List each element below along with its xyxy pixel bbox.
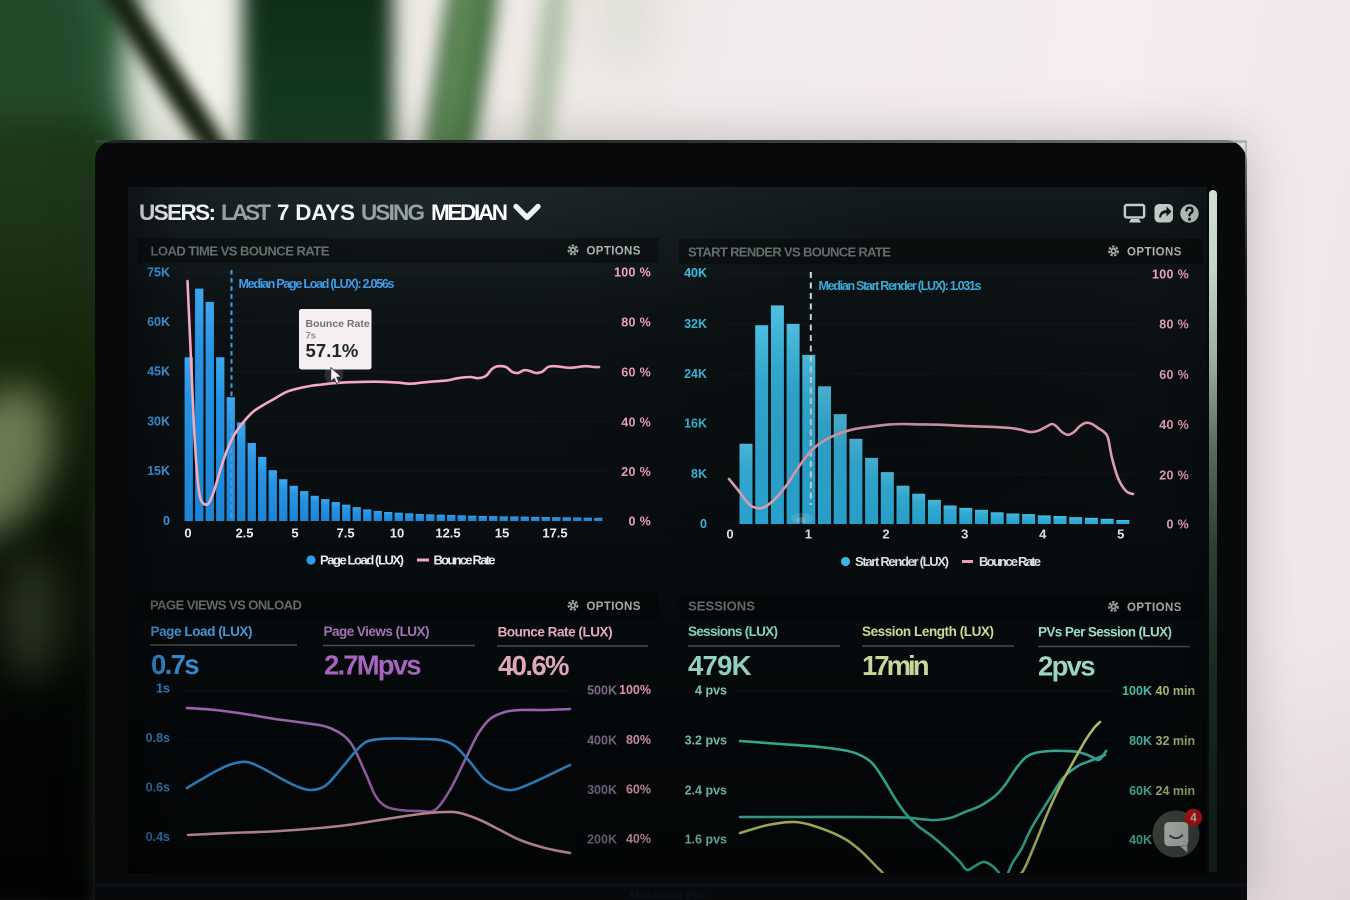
svg-text:5: 5 bbox=[1117, 527, 1124, 542]
svg-text:Sessions (LUX): Sessions (LUX) bbox=[688, 624, 778, 639]
svg-text:LOAD TIME VS BOUNCE RATE: LOAD TIME VS BOUNCE RATE bbox=[151, 244, 331, 259]
svg-text:Bounce Rate: Bounce Rate bbox=[979, 554, 1041, 569]
svg-text:40.6%: 40.6% bbox=[498, 650, 570, 681]
svg-text:4 pvs: 4 pvs bbox=[695, 684, 727, 698]
svg-text:0: 0 bbox=[700, 517, 707, 531]
svg-text:Session Length (LUX): Session Length (LUX) bbox=[862, 624, 994, 639]
svg-text:60K: 60K bbox=[1129, 784, 1152, 798]
svg-text:100%: 100% bbox=[619, 683, 651, 697]
svg-text:400K: 400K bbox=[587, 734, 617, 748]
svg-text:60%: 60% bbox=[626, 783, 651, 797]
svg-text:1s: 1s bbox=[156, 682, 170, 696]
svg-text:60 %: 60 % bbox=[1159, 368, 1189, 382]
svg-text:500K: 500K bbox=[587, 684, 617, 698]
svg-text:100K: 100K bbox=[1122, 684, 1152, 698]
svg-text:30K: 30K bbox=[147, 414, 170, 428]
svg-text:80%: 80% bbox=[626, 733, 651, 747]
svg-text:60K: 60K bbox=[147, 315, 170, 329]
svg-text:MEDIAN: MEDIAN bbox=[431, 200, 508, 225]
svg-text:100 %: 100 % bbox=[614, 266, 651, 280]
svg-text:4: 4 bbox=[1190, 813, 1197, 825]
svg-text:0.7s: 0.7s bbox=[151, 649, 200, 680]
svg-text:PAGE VIEWS VS ONLOAD: PAGE VIEWS VS ONLOAD bbox=[150, 598, 303, 613]
svg-text:0.4s: 0.4s bbox=[146, 830, 170, 844]
svg-text:OPTIONS: OPTIONS bbox=[1127, 247, 1183, 259]
svg-text:3: 3 bbox=[961, 527, 968, 542]
svg-text:200K: 200K bbox=[587, 833, 617, 847]
svg-text:24K: 24K bbox=[684, 367, 707, 381]
svg-text:300K: 300K bbox=[587, 783, 617, 797]
svg-text:7 DAYS: 7 DAYS bbox=[277, 200, 355, 225]
svg-text:15K: 15K bbox=[147, 464, 170, 478]
svg-text:OPTIONS: OPTIONS bbox=[587, 601, 642, 613]
svg-text:3.2 pvs: 3.2 pvs bbox=[685, 734, 727, 748]
svg-text:PVs Per Session (LUX): PVs Per Session (LUX) bbox=[1038, 625, 1172, 640]
svg-text:OPTIONS: OPTIONS bbox=[587, 246, 642, 258]
svg-text:40 %: 40 % bbox=[1159, 418, 1189, 432]
svg-text:START RENDER VS BOUNCE RATE: START RENDER VS BOUNCE RATE bbox=[688, 245, 892, 260]
svg-text:SESSIONS: SESSIONS bbox=[688, 599, 756, 614]
svg-text:Median Start Render (LUX): 1.0: Median Start Render (LUX): 1.031s bbox=[819, 279, 982, 293]
svg-text:60 %: 60 % bbox=[621, 366, 651, 380]
svg-text:12.5: 12.5 bbox=[435, 526, 460, 541]
svg-text:32K: 32K bbox=[684, 317, 707, 331]
svg-text:2.7Mpvs: 2.7Mpvs bbox=[324, 650, 422, 681]
svg-text:Median Page Load (LUX): 2.056s: Median Page Load (LUX): 2.056s bbox=[239, 277, 395, 291]
svg-text:0: 0 bbox=[163, 514, 170, 528]
svg-text:80 %: 80 % bbox=[621, 316, 651, 330]
svg-text:75K: 75K bbox=[147, 266, 170, 280]
svg-text:5: 5 bbox=[291, 526, 298, 541]
svg-text:OPTIONS: OPTIONS bbox=[1127, 602, 1183, 614]
svg-text:Page Views (LUX): Page Views (LUX) bbox=[324, 624, 430, 639]
svg-text:20 %: 20 % bbox=[1159, 469, 1189, 483]
svg-text:Page Load (LUX): Page Load (LUX) bbox=[320, 553, 404, 568]
svg-text:USERS:: USERS: bbox=[139, 200, 216, 225]
svg-text:Page Load (LUX): Page Load (LUX) bbox=[151, 624, 253, 639]
svg-text:7.5: 7.5 bbox=[337, 526, 355, 541]
svg-text:MacBook Pro: MacBook Pro bbox=[630, 890, 706, 900]
svg-text:8K: 8K bbox=[691, 467, 707, 481]
svg-text:16K: 16K bbox=[684, 417, 707, 431]
svg-text:57.1%: 57.1% bbox=[306, 340, 359, 361]
svg-text:479K: 479K bbox=[688, 650, 752, 681]
svg-text:0: 0 bbox=[184, 526, 191, 541]
svg-text:20 %: 20 % bbox=[621, 465, 651, 479]
svg-text:Bounce Rate: Bounce Rate bbox=[306, 318, 370, 330]
svg-text:24 min: 24 min bbox=[1156, 784, 1196, 798]
svg-text:2.5: 2.5 bbox=[235, 526, 253, 541]
svg-text:100 %: 100 % bbox=[1152, 268, 1189, 282]
svg-text:32 min: 32 min bbox=[1156, 734, 1196, 748]
svg-text:40%: 40% bbox=[626, 832, 651, 846]
svg-text:7s: 7s bbox=[306, 331, 317, 342]
svg-text:2.4 pvs: 2.4 pvs bbox=[685, 784, 727, 798]
svg-text:Bounce Rate: Bounce Rate bbox=[434, 553, 496, 568]
svg-text:10: 10 bbox=[390, 526, 404, 541]
svg-text:Bounce Rate (LUX): Bounce Rate (LUX) bbox=[498, 625, 613, 640]
svg-text:Start Render (LUX): Start Render (LUX) bbox=[855, 554, 949, 569]
svg-text:45K: 45K bbox=[147, 365, 170, 379]
svg-text:0.6s: 0.6s bbox=[146, 781, 170, 795]
svg-text:80 %: 80 % bbox=[1159, 318, 1189, 332]
svg-text:2pvs: 2pvs bbox=[1038, 651, 1096, 682]
svg-text:USING: USING bbox=[361, 200, 425, 225]
svg-text:4: 4 bbox=[1039, 527, 1047, 542]
svg-text:1.6 pvs: 1.6 pvs bbox=[685, 833, 727, 847]
svg-text:0 %: 0 % bbox=[629, 515, 651, 529]
svg-text:15: 15 bbox=[495, 526, 509, 541]
svg-text:0.8s: 0.8s bbox=[146, 731, 170, 745]
svg-text:1: 1 bbox=[805, 527, 812, 542]
svg-text:2: 2 bbox=[882, 527, 889, 542]
svg-text:40 %: 40 % bbox=[621, 416, 651, 430]
svg-text:17min: 17min bbox=[862, 650, 930, 681]
svg-text:0 %: 0 % bbox=[1167, 518, 1189, 532]
svg-text:80K: 80K bbox=[1129, 734, 1152, 748]
svg-text:40K: 40K bbox=[684, 266, 707, 280]
svg-text:17.5: 17.5 bbox=[542, 526, 567, 541]
svg-text:LAST: LAST bbox=[221, 200, 271, 225]
svg-text:0: 0 bbox=[726, 527, 733, 542]
svg-text:40K: 40K bbox=[1129, 833, 1152, 847]
svg-text:40 min: 40 min bbox=[1156, 684, 1196, 698]
